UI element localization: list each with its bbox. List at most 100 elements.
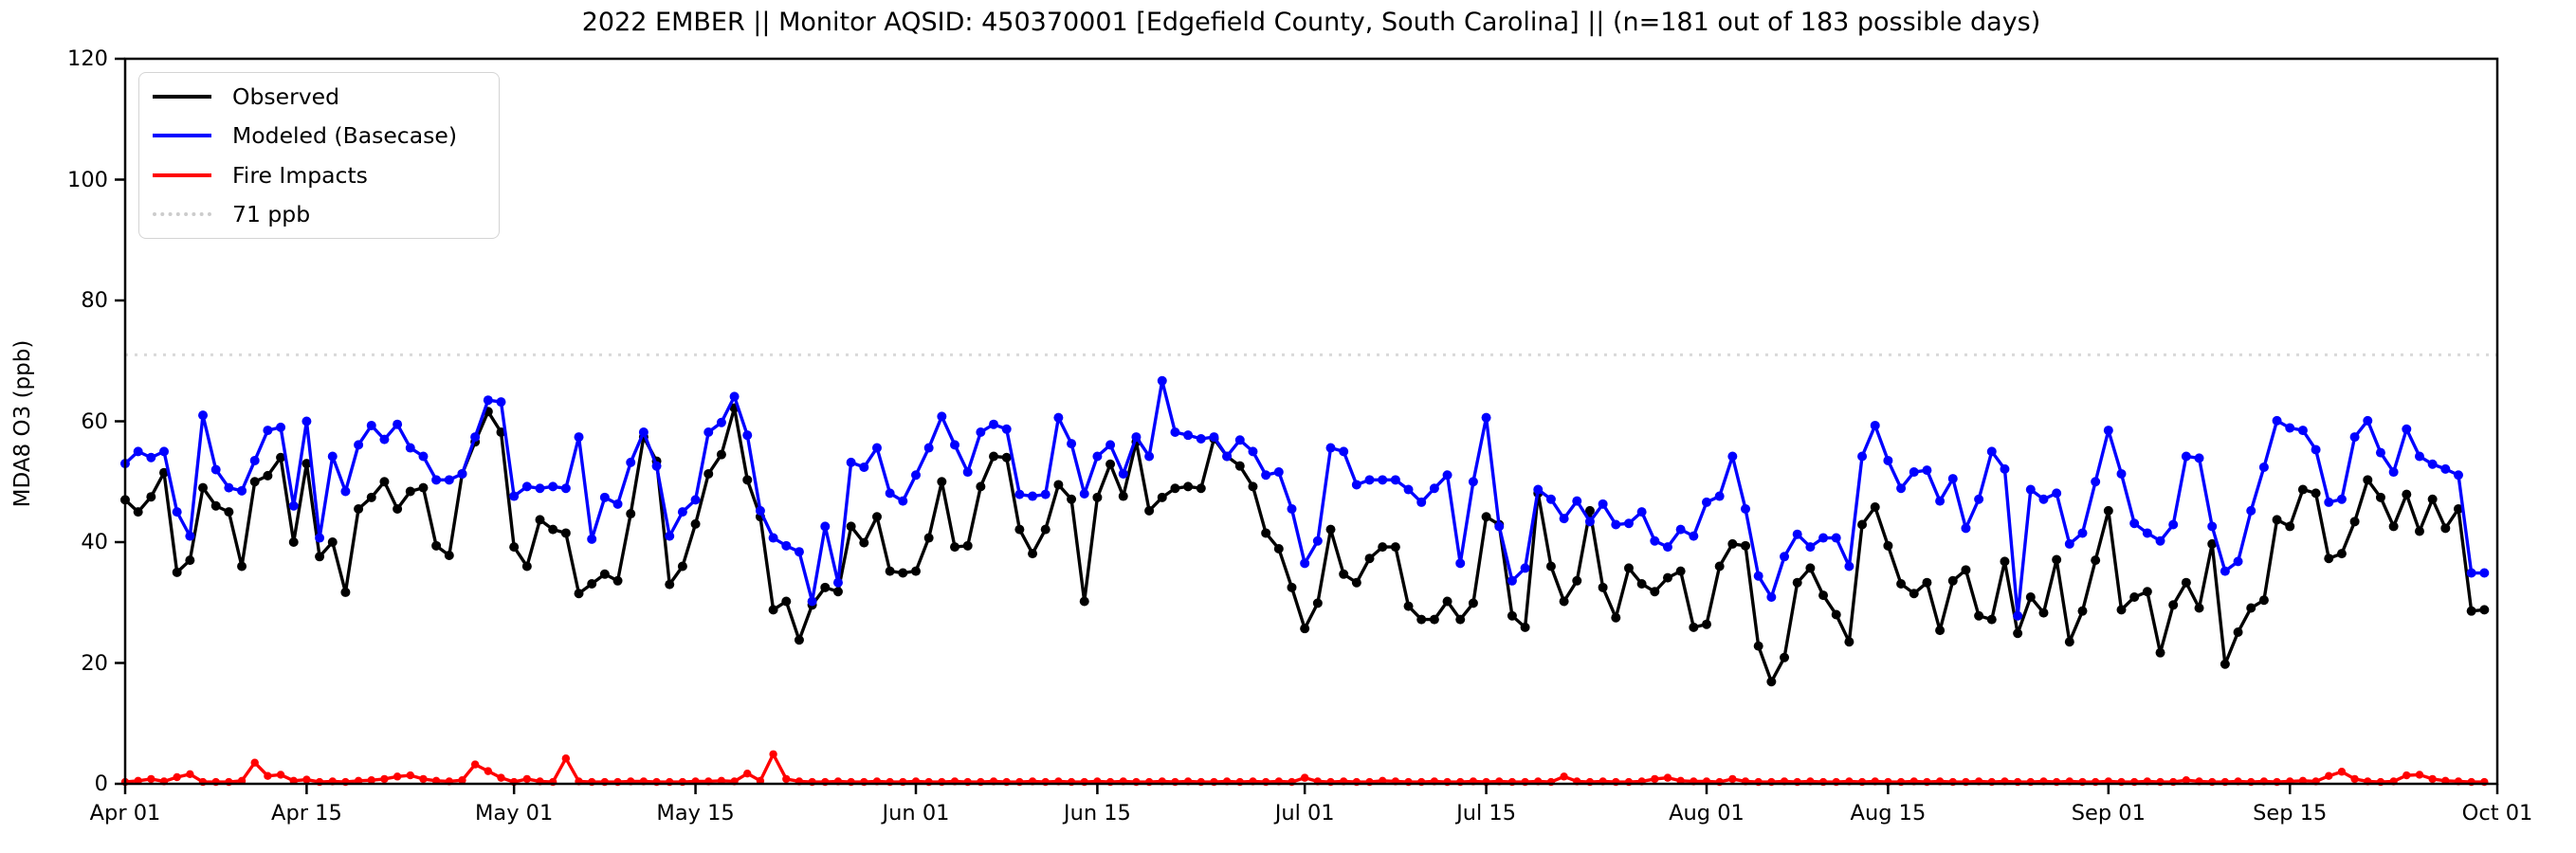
observed-point xyxy=(1481,512,1491,522)
observed-point xyxy=(2168,600,2179,610)
fire-impacts-point xyxy=(1728,774,1737,784)
modeled-basecase-point xyxy=(871,443,882,453)
observed-point xyxy=(276,452,286,463)
observed-point xyxy=(1598,582,1608,592)
observed-point xyxy=(1351,577,1361,588)
observed-point xyxy=(1183,481,1194,492)
observed-point xyxy=(146,492,156,502)
observed-point xyxy=(1974,610,1984,621)
modeled-basecase-point xyxy=(1378,475,1388,485)
fire-impacts-point xyxy=(1300,773,1309,782)
modeled-basecase-point xyxy=(1170,426,1180,437)
observed-point xyxy=(1040,524,1050,535)
modeled-basecase-point xyxy=(1986,446,1997,457)
observed-point xyxy=(612,575,623,586)
observed-point xyxy=(2375,492,2385,502)
modeled-basecase-point xyxy=(1611,519,1621,530)
modeled-basecase-point xyxy=(1909,467,1919,478)
observed-point xyxy=(1870,502,1880,513)
observed-point xyxy=(263,470,273,481)
x-tick-label: Oct 01 xyxy=(2461,801,2533,826)
observed-point xyxy=(2246,603,2256,613)
observed-point xyxy=(1780,652,1790,662)
observed-point xyxy=(976,481,986,492)
observed-point xyxy=(690,518,701,529)
modeled-basecase-point xyxy=(354,440,364,450)
observed-point xyxy=(1766,677,1777,687)
observed-point xyxy=(2324,554,2334,564)
observed-point xyxy=(871,512,882,522)
observed-point xyxy=(1935,626,1946,636)
observed-point xyxy=(962,540,973,551)
modeled-basecase-point xyxy=(950,440,960,450)
modeled-basecase-point xyxy=(2363,415,2373,426)
modeled-basecase-point xyxy=(1040,489,1050,499)
fire-impacts-point xyxy=(769,750,777,758)
observed-point xyxy=(1364,554,1375,564)
fire-impacts-point xyxy=(2337,768,2347,776)
fire-impacts-point xyxy=(1663,773,1672,782)
fire-impacts-point xyxy=(484,767,493,775)
legend-label-threshold: 71 ppb xyxy=(232,201,311,228)
observed-point xyxy=(587,578,597,589)
modeled-basecase-point xyxy=(1818,533,1829,543)
observed-point xyxy=(535,515,545,525)
observed-point xyxy=(224,507,234,517)
y-tick-label: 0 xyxy=(94,771,108,796)
modeled-basecase-point xyxy=(2233,556,2243,567)
modeled-basecase-point xyxy=(1896,483,1907,494)
modeled-basecase-point xyxy=(1209,432,1219,443)
fire-impacts-point xyxy=(380,774,389,784)
observed-point xyxy=(1312,598,1323,608)
modeled-basecase-point xyxy=(2246,505,2256,516)
observed-point xyxy=(1234,461,1245,471)
fire-impacts-point xyxy=(276,771,285,779)
observed-point xyxy=(1702,619,1711,629)
modeled-basecase-point xyxy=(483,395,493,406)
x-tick-label: Aug 15 xyxy=(1850,801,1927,826)
observed-point xyxy=(1831,609,1841,620)
observed-point xyxy=(2349,517,2360,527)
fire-impacts-point xyxy=(497,773,505,782)
observed-point xyxy=(1053,480,1064,490)
modeled-basecase-point xyxy=(768,533,778,543)
observed-point xyxy=(288,537,299,547)
observed-point xyxy=(1753,641,1763,651)
observed-point xyxy=(1741,540,1751,551)
modeled-basecase-point xyxy=(2479,568,2490,578)
modeled-basecase-point xyxy=(690,495,701,505)
observed-point xyxy=(1961,565,1971,575)
observed-point xyxy=(742,475,753,485)
modeled-basecase-point xyxy=(677,507,687,517)
observed-point xyxy=(2233,626,2243,637)
modeled-basecase-point xyxy=(885,488,895,499)
fire-line-sample xyxy=(153,172,211,177)
observed-point xyxy=(2414,526,2424,536)
modeled-basecase-point xyxy=(1261,470,1271,481)
observed-point xyxy=(2155,647,2165,658)
modeled-basecase-point xyxy=(1961,523,1971,534)
modeled-basecase-point xyxy=(781,540,792,551)
modeled-basecase-point xyxy=(1339,446,1349,457)
observed-point xyxy=(315,552,325,562)
fire-impacts-point xyxy=(1651,774,1659,784)
modeled-basecase-point xyxy=(1014,489,1025,499)
x-tick-label: Aug 01 xyxy=(1669,801,1745,826)
observed-point xyxy=(1287,582,1297,592)
modeled-basecase-point xyxy=(1572,496,1582,506)
observed-point xyxy=(950,542,960,553)
observed-point xyxy=(133,507,143,517)
observed-point xyxy=(1818,590,1829,601)
modeled-basecase-point xyxy=(315,533,325,543)
observed-point xyxy=(1157,492,1167,502)
observed-point xyxy=(898,568,908,578)
x-tick-label: May 01 xyxy=(475,801,554,826)
modeled-basecase-point xyxy=(496,397,506,408)
x-tick-label: Jul 01 xyxy=(1274,801,1335,826)
modeled-basecase-point xyxy=(911,470,921,481)
observed-point xyxy=(832,587,843,597)
observed-point xyxy=(1028,549,1038,559)
observed-point xyxy=(2142,587,2152,597)
modeled-basecase-point xyxy=(210,464,221,475)
